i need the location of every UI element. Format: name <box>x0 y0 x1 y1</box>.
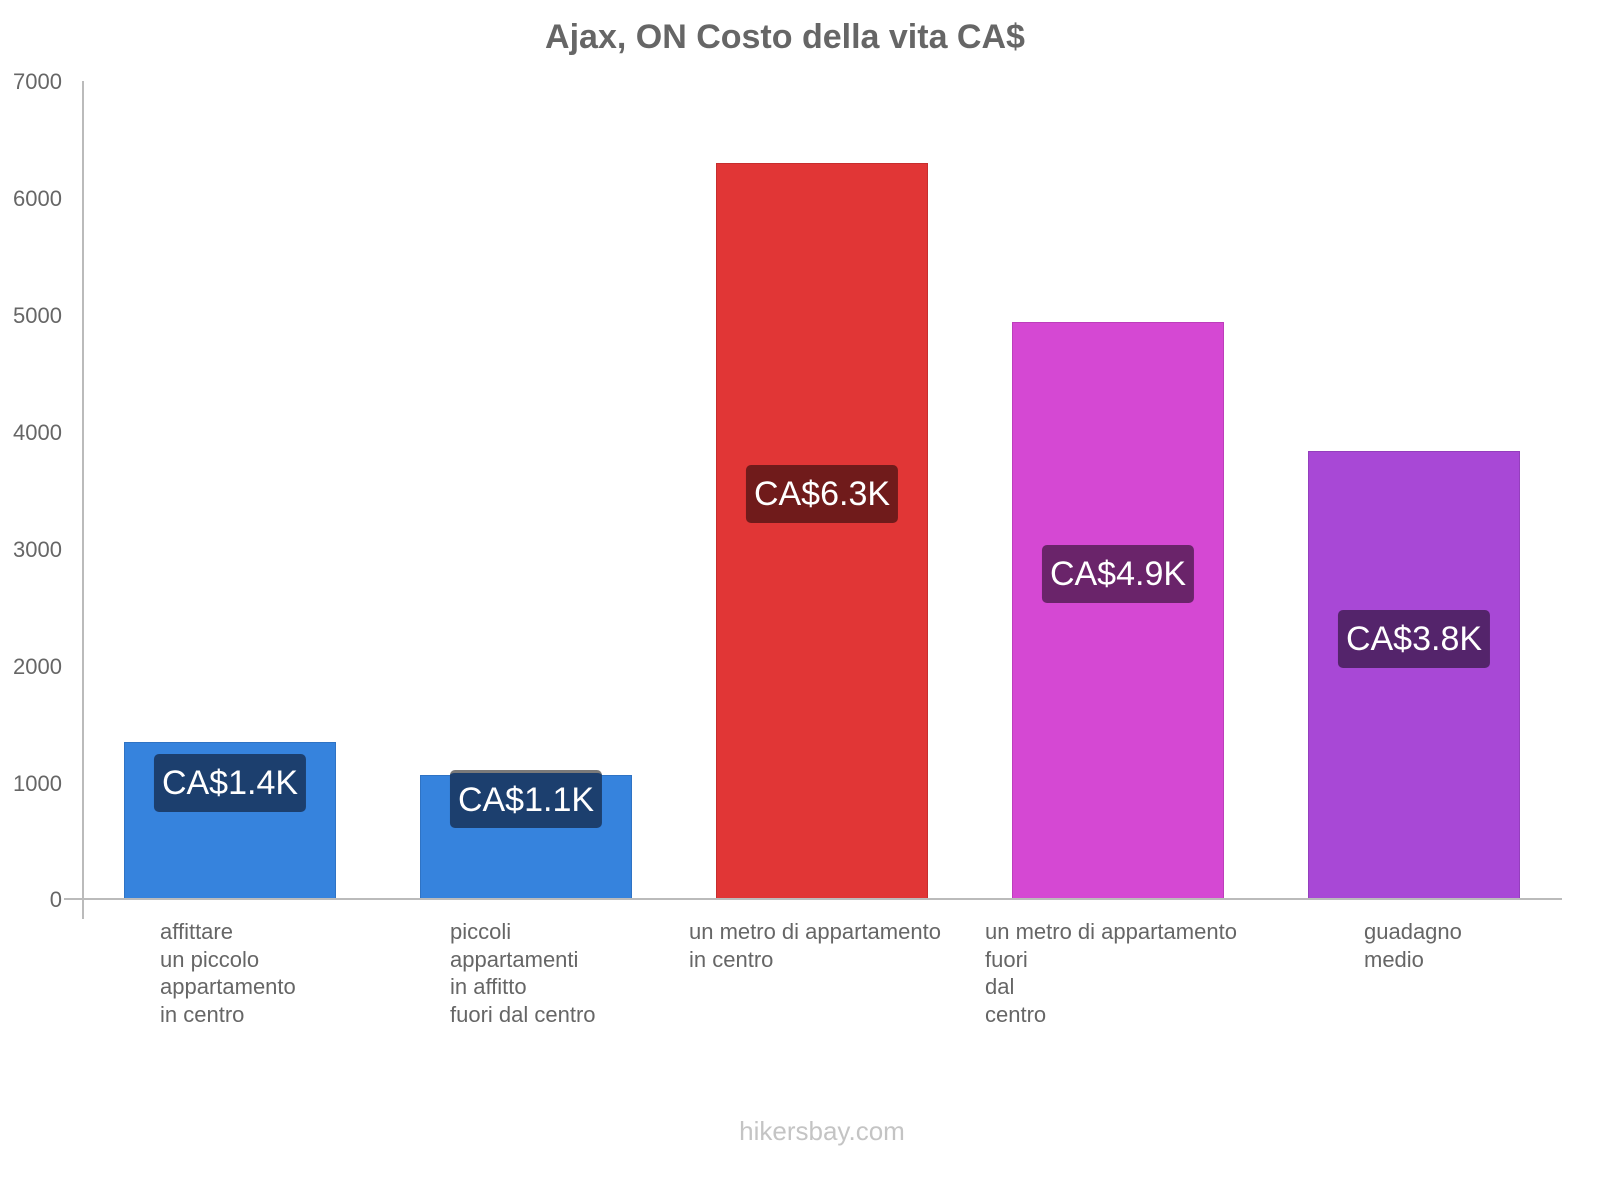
x-category-label: piccoli appartamenti in affitto fuori da… <box>450 919 596 1027</box>
bar-average-salary[interactable] <box>1308 451 1520 899</box>
x-axis-line <box>64 898 1562 900</box>
y-tick-label: 7000 <box>13 69 62 94</box>
y-tick-label: 2000 <box>13 654 62 679</box>
y-tick-label: 6000 <box>13 186 62 211</box>
y-tick-label: 0 <box>49 887 62 912</box>
value-label: CA$1.1K <box>449 770 603 828</box>
value-label: CA$4.9K <box>1041 545 1195 603</box>
x-category-label: guadagno medio <box>1364 919 1462 972</box>
y-tick-label: 5000 <box>13 303 62 328</box>
x-category-label: un metro di appartamento in centro <box>689 919 941 972</box>
value-label: CA$6.3K <box>745 465 899 523</box>
bar-sqm-price-center[interactable] <box>716 163 928 899</box>
x-category-label: un metro di appartamento fuori dal centr… <box>985 919 1237 1027</box>
x-category-label: affittare un piccolo appartamento in cen… <box>160 919 296 1027</box>
y-tick-label: 1000 <box>13 771 62 796</box>
y-tick-label: 4000 <box>13 420 62 445</box>
value-label: CA$1.4K <box>153 754 307 812</box>
chart-title: Ajax, ON Costo della vita CA$ <box>545 18 1025 56</box>
source-watermark: hikersbay.com <box>739 1116 905 1146</box>
value-label: CA$3.8K <box>1337 610 1491 668</box>
y-axis-line <box>82 81 84 919</box>
bar-sqm-price-outside[interactable] <box>1012 322 1224 899</box>
y-tick-label: 3000 <box>13 537 62 562</box>
